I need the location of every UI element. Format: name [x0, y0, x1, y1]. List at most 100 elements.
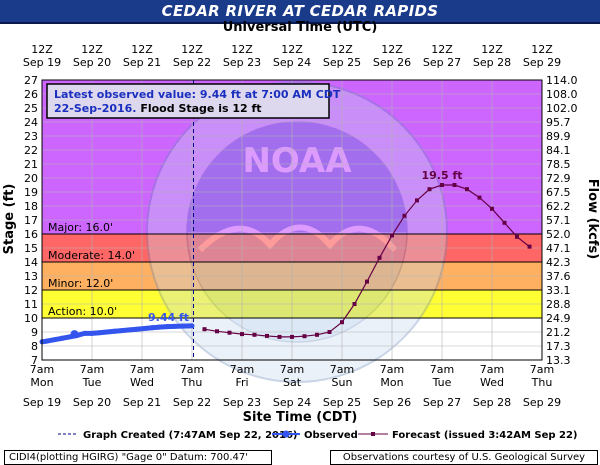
info-line2: 22-Sep-2016. Flood Stage is 12 ft [54, 102, 262, 115]
observed-point [82, 330, 87, 336]
observed-point [119, 328, 125, 334]
y-tick-label: 21 [24, 158, 38, 171]
forecast-point [452, 183, 457, 187]
flow-tick-label: 52.0 [546, 228, 571, 241]
top-tick-date: Sep 20 [73, 56, 111, 69]
y-tick-label: 27 [24, 74, 38, 87]
bottom-tick-date: Sep 27 [423, 396, 461, 409]
y-tick-label: 10 [24, 312, 38, 325]
bottom-tick-day: Sun [332, 376, 353, 389]
category-label-action: Action: 10.0' [48, 305, 117, 318]
observed-point [189, 323, 195, 329]
bottom-tick-day: Wed [130, 376, 154, 389]
top-tick-time: 12Z [231, 43, 253, 56]
y-tick-label: 22 [24, 144, 38, 157]
category-label-minor: Minor: 12.0' [48, 277, 113, 290]
bottom-tick-time: 7am [230, 363, 254, 376]
legend-observed-label: Observed [304, 430, 358, 441]
y-tick-label: 24 [24, 116, 38, 129]
y-tick-label: 16 [24, 228, 38, 241]
observed-point [44, 338, 50, 344]
bottom-tick-time: 7am [430, 363, 454, 376]
y-tick-label: 12 [24, 284, 38, 297]
observed-point [134, 326, 140, 332]
top-tick-time: 12Z [81, 43, 103, 56]
bottom-tick-time: 7am [280, 363, 304, 376]
flow-tick-label: 42.3 [546, 256, 571, 269]
y-tick-label: 14 [24, 256, 38, 269]
y-tick-label: 9 [31, 326, 38, 339]
bottom-tick-date: Sep 26 [373, 396, 411, 409]
top-tick-date: Sep 28 [473, 56, 511, 69]
flow-tick-label: 95.7 [546, 116, 571, 129]
top-tick-date: Sep 26 [373, 56, 411, 69]
legend-forecast-marker [371, 432, 375, 436]
y-tick-label: 20 [24, 172, 38, 185]
top-tick-time: 12Z [31, 43, 53, 56]
y-tick-label: 26 [24, 88, 38, 101]
observed-point [52, 337, 57, 343]
y-tick-label: 17 [24, 214, 38, 227]
y-tick-label: 8 [31, 340, 38, 353]
forecast-point [527, 244, 532, 249]
info-date: 22-Sep-2016. [54, 102, 137, 115]
observed-point [112, 328, 117, 334]
info-box: Latest observed value: 9.44 ft at 7:00 A… [46, 83, 341, 119]
top-tick-date: Sep 27 [423, 56, 461, 69]
svg-text:NOAA: NOAA [242, 141, 352, 181]
top-tick-time: 12Z [531, 43, 553, 56]
forecast-point [352, 302, 357, 306]
top-tick-date: Sep 23 [223, 56, 261, 69]
forecast-point [315, 332, 319, 337]
flow-tick-label: 108.0 [546, 88, 578, 101]
forecast-point [252, 332, 257, 337]
bottom-tick-time: 7am [530, 363, 554, 376]
flow-tick-label: 24.9 [546, 312, 571, 325]
top-tick-date: Sep 22 [173, 56, 211, 69]
title-bar [0, 0, 600, 24]
bottom-tick-day: Tue [432, 376, 452, 389]
forecast-peak-annotation: 19.5 ft [421, 169, 462, 182]
bottom-tick-day: Fri [235, 376, 248, 389]
bottom-tick-date: Sep 22 [173, 396, 211, 409]
observed-point [179, 323, 185, 329]
forecast-point [215, 329, 219, 334]
bottom-tick-date: Sep 21 [123, 396, 161, 409]
bottom-tick-date: Sep 29 [523, 396, 561, 409]
forecast-point [277, 334, 282, 339]
observed-point [97, 330, 102, 336]
forecast-point [427, 187, 432, 192]
forecast-point [515, 234, 519, 239]
bottom-tick-day: Wed [480, 376, 504, 389]
forecast-point [365, 279, 369, 284]
info-line1: Latest observed value: 9.44 ft at 7:00 A… [54, 88, 341, 101]
forecast-point [265, 333, 269, 338]
forecast-point [490, 206, 494, 211]
flow-tick-label: 78.5 [546, 158, 571, 171]
top-tick-time: 12Z [181, 43, 203, 56]
bottom-tick-day: Tue [82, 376, 102, 389]
flow-tick-label: 28.8 [546, 298, 571, 311]
datum-footer: CIDI4(plotting HGIRG) "Gage 0" Datum: 70… [4, 450, 272, 465]
bottom-tick-day: Sat [283, 376, 302, 389]
category-label-moderate: Moderate: 14.0' [48, 249, 135, 262]
y-axis-label-flow: Flow (kcfs) [585, 179, 600, 259]
observed-annotation: 9.44 ft [148, 311, 189, 324]
y-tick-label: 18 [24, 200, 38, 213]
flow-tick-label: 89.9 [546, 130, 571, 143]
y-tick-label: 7 [31, 354, 38, 367]
flow-tick-label: 62.2 [546, 200, 571, 213]
observed-point [172, 323, 177, 329]
bottom-tick-time: 7am [30, 363, 54, 376]
forecast-point [465, 187, 469, 192]
forecast-point [240, 332, 244, 337]
forecast-point [302, 334, 307, 339]
top-tick-time: 12Z [131, 43, 153, 56]
chart-title: CEDAR RIVER AT CEDAR RAPIDS [161, 2, 439, 20]
top-tick-date: Sep 25 [323, 56, 361, 69]
bottom-tick-date: Sep 28 [473, 396, 511, 409]
bottom-tick-date: Sep 25 [323, 396, 361, 409]
top-tick-date: Sep 24 [273, 56, 311, 69]
